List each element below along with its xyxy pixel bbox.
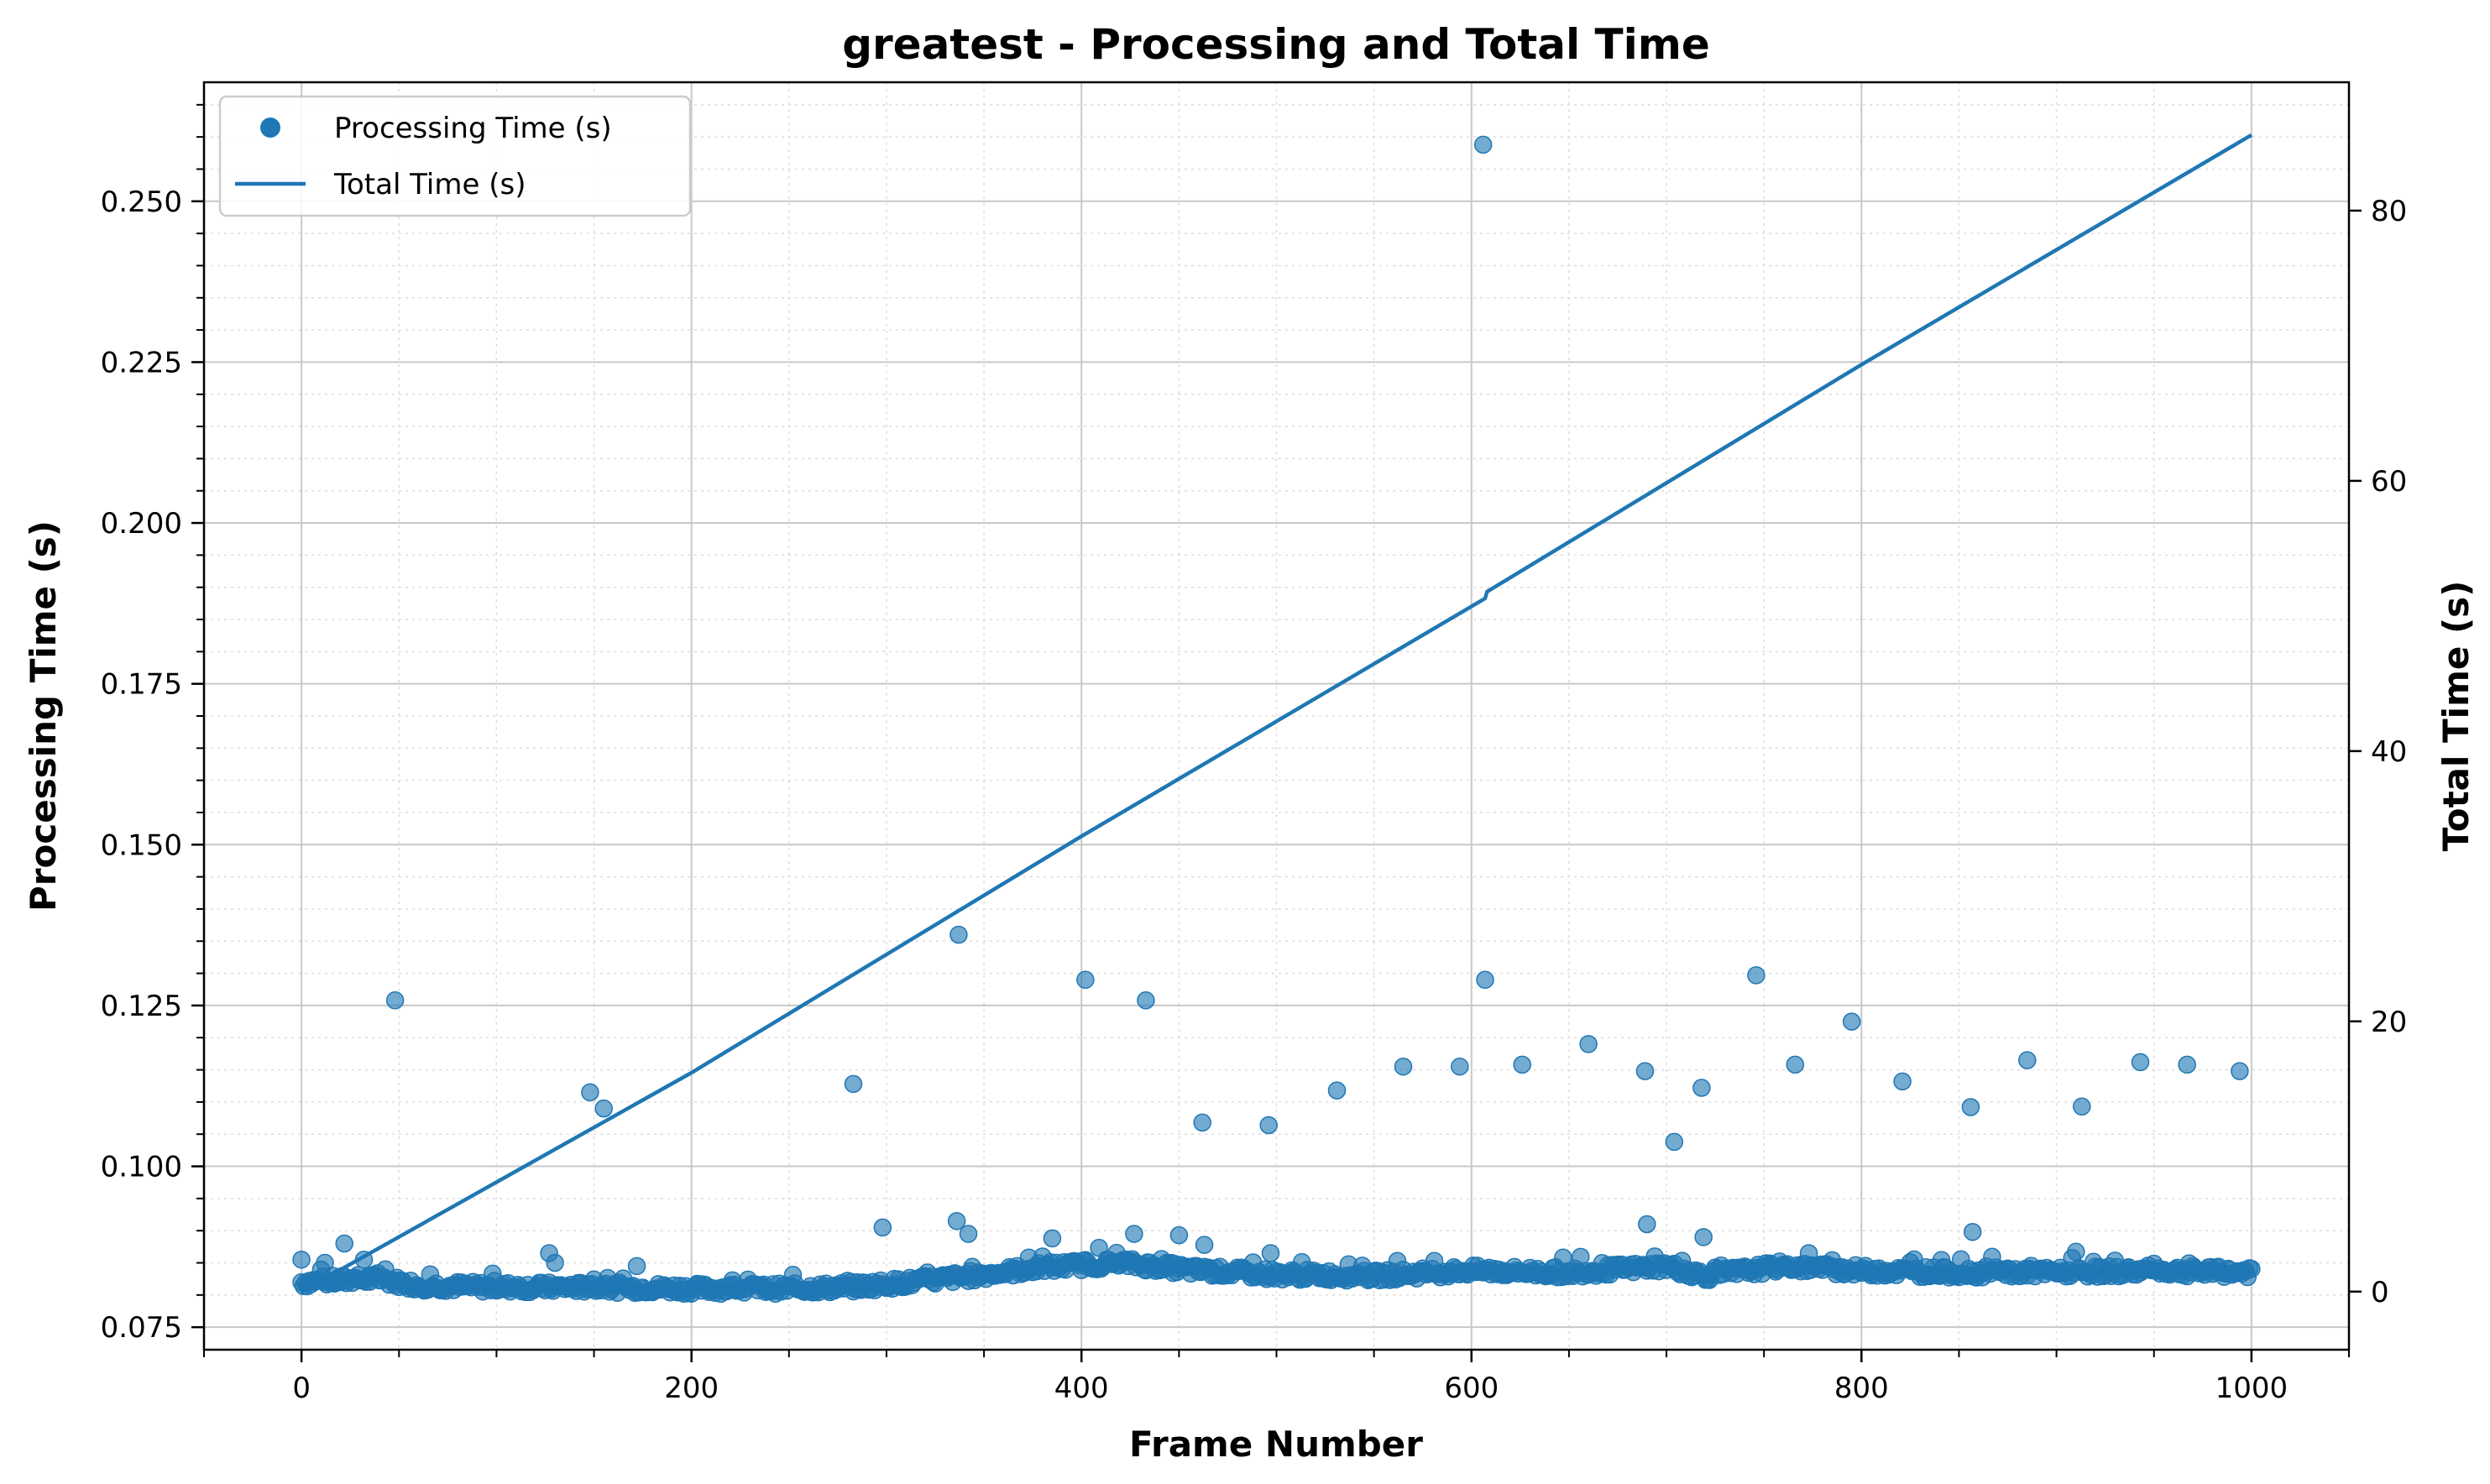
processing-outlier-point	[873, 1218, 892, 1237]
y2-tick-label: 0	[2371, 1276, 2389, 1309]
y-tick-label: 0.250	[101, 186, 182, 219]
processing-outlier-point	[292, 1250, 311, 1269]
x-tick-label: 200	[664, 1372, 719, 1405]
x-tick-label: 800	[1834, 1372, 1889, 1405]
processing-outlier-point	[1076, 970, 1095, 990]
x-axis-title: Frame Number	[1129, 1424, 1423, 1465]
processing-outlier-point	[354, 1250, 374, 1269]
processing-outlier-point	[1513, 1055, 1531, 1074]
processing-outlier-point	[1261, 1244, 1280, 1262]
legend-marker-processing	[260, 118, 280, 138]
x-tick-label: 600	[1444, 1372, 1499, 1405]
processing-outlier-point	[385, 991, 405, 1010]
chart-title: greatest - Processing and Total Time	[842, 20, 1710, 69]
y-tick-label: 0.100	[101, 1151, 182, 1184]
major-grid	[204, 82, 2349, 1350]
y-tick-label: 0.150	[101, 828, 182, 862]
processing-outlier-point	[581, 1083, 599, 1102]
y-axis-right: 0 20 40 60 80	[2349, 195, 2407, 1309]
y2-tick-label: 40	[2371, 735, 2407, 769]
y-axis-title: Processing Time (s)	[23, 520, 64, 912]
processing-outlier-point	[1961, 1098, 1980, 1116]
total-time-line	[300, 133, 2253, 1293]
y2-tick-label: 60	[2371, 465, 2407, 499]
y-axis-left: 0.075 0.100 0.125 0.150 0.175 0.200 0.225 0.250	[101, 103, 204, 1345]
processing-outlier-point	[1692, 1079, 1711, 1097]
processing-outlier-point	[335, 1234, 353, 1253]
processing-outlier-point	[1665, 1132, 1684, 1152]
processing-outlier-point	[1842, 1012, 1861, 1031]
processing-outlier-point	[1394, 1057, 1413, 1076]
y2-tick-label: 80	[2371, 195, 2407, 228]
processing-outlier-point	[1579, 1035, 1598, 1053]
legend-label-total: Total Time (s)	[333, 168, 526, 201]
processing-outlier-point	[1195, 1236, 1214, 1254]
processing-outlier-point	[1043, 1229, 1062, 1248]
x-tick-label: 0	[292, 1372, 311, 1405]
y-tick-label: 0.200	[101, 507, 182, 541]
processing-outlier-point	[1963, 1222, 1982, 1241]
total-time-series	[300, 133, 2253, 1293]
y-tick-label: 0.075	[101, 1311, 182, 1345]
processing-outlier-point	[1193, 1113, 1211, 1132]
y-tick-label: 0.225	[101, 346, 182, 379]
y-tick-label: 0.175	[101, 668, 182, 702]
processing-outlier-point	[1893, 1072, 1912, 1091]
processing-outlier-point	[1259, 1116, 1278, 1135]
processing-outlier-point	[959, 1225, 978, 1243]
processing-time-series	[292, 135, 2261, 1304]
processing-outlier-point	[1694, 1228, 1713, 1246]
processing-outlier-point	[1327, 1081, 1347, 1100]
processing-outlier-point	[1638, 1215, 1656, 1234]
processing-outlier-point	[949, 925, 968, 944]
processing-outlier-point	[2018, 1051, 2037, 1069]
processing-outlier-point	[844, 1074, 863, 1094]
processing-outlier-point	[1476, 970, 1494, 990]
processing-outlier-point	[1473, 135, 1493, 154]
y2-tick-label: 20	[2371, 1006, 2407, 1039]
y-tick-label: 0.125	[101, 990, 182, 1023]
x-tick-label: 1000	[2215, 1372, 2289, 1405]
processing-outlier-point	[2178, 1055, 2196, 1074]
x-tick-label: 400	[1054, 1372, 1109, 1405]
processing-outlier-point	[1137, 991, 1155, 1010]
processing-outlier-point	[1451, 1057, 1469, 1076]
processing-outlier-point	[1786, 1055, 1805, 1074]
processing-outlier-point	[1635, 1062, 1655, 1080]
processing-outlier-point	[546, 1253, 564, 1272]
processing-outlier-point	[2131, 1053, 2150, 1072]
processing-point	[2067, 1242, 2085, 1262]
processing-outlier-point	[1747, 966, 1765, 985]
legend: Processing Time (s) Total Time (s)	[218, 95, 692, 217]
processing-outlier-point	[1125, 1225, 1143, 1243]
processing-outlier-point	[594, 1099, 613, 1118]
processing-outlier-point	[316, 1253, 334, 1272]
legend-box	[218, 95, 692, 217]
legend-label-processing: Processing Time (s)	[334, 112, 612, 145]
processing-outlier-point	[2073, 1097, 2091, 1116]
y2-axis-title: Total Time (s)	[2435, 581, 2477, 852]
processing-point	[2242, 1259, 2261, 1278]
x-axis: 0 200 400 600 800 1000	[203, 1350, 2350, 1405]
processing-outlier-point	[2231, 1062, 2249, 1080]
processing-outlier-point	[947, 1211, 966, 1231]
processing-outlier-point	[1169, 1225, 1189, 1245]
processing-outlier-point	[627, 1257, 646, 1276]
